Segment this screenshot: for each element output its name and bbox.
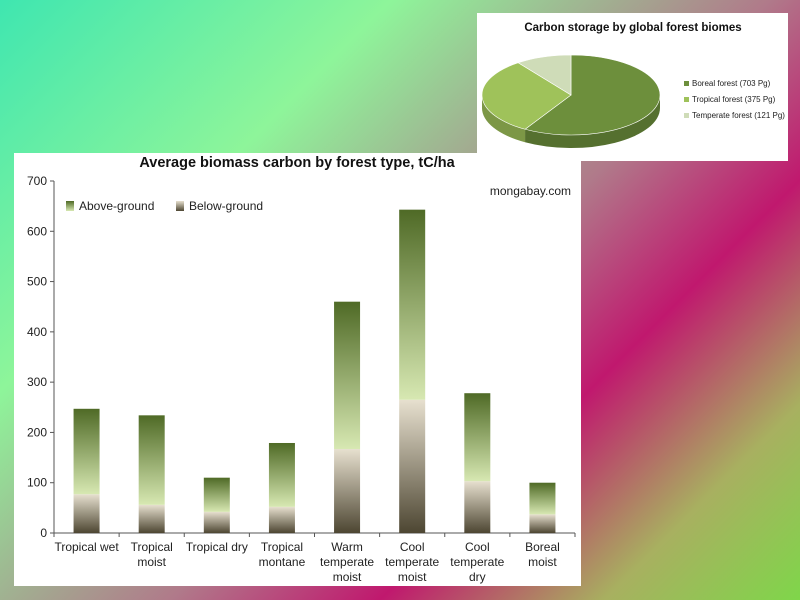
- legend-swatch: [66, 201, 74, 211]
- bar-chart-axes: 0 100 200 300 400 500 600 700: [27, 174, 576, 540]
- pie-legend-swatch: [684, 113, 689, 118]
- bar-below-ground: [529, 514, 556, 533]
- y-tick-label: 0: [40, 526, 47, 540]
- bar-chart-panel: Average biomass carbon by forest type, t…: [14, 153, 581, 586]
- category-label: Tropical dry: [186, 540, 248, 554]
- pie-slice: [517, 54, 572, 96]
- legend-label: Above-ground: [79, 199, 154, 213]
- y-tick-label: 500: [27, 275, 47, 289]
- category-label: Tropical wet: [54, 540, 119, 554]
- bar-above-ground: [268, 442, 295, 507]
- bar-below-ground: [334, 449, 361, 533]
- bar-chart-title: Average biomass carbon by forest type, t…: [139, 155, 455, 171]
- bar-below-ground: [399, 399, 426, 533]
- category-label: Boreal moist: [525, 540, 560, 569]
- pie-slice-side: [482, 95, 526, 143]
- category-label: Tropical moist: [131, 540, 173, 569]
- pie-chart: Carbon storage by global forest biomes B…: [481, 22, 785, 148]
- y-tick-label: 300: [27, 375, 47, 389]
- pie-legend-label: Boreal forest (703 Pg): [692, 79, 771, 88]
- pie-slice: [481, 62, 572, 130]
- y-tick-label: 200: [27, 425, 47, 439]
- legend-swatch: [176, 201, 184, 211]
- pie-chart-panel: Carbon storage by global forest biomes B…: [477, 13, 788, 161]
- bar-below-ground: [73, 494, 100, 533]
- category-label: Cool temperate moist: [385, 540, 439, 584]
- pie-chart-title: Carbon storage by global forest biomes: [524, 22, 741, 34]
- pie-legend-label: Tropical forest (375 Pg): [692, 95, 776, 104]
- pie-chart-legend: Boreal forest (703 Pg) Tropical forest (3…: [684, 79, 785, 120]
- legend-label: Below-ground: [189, 199, 263, 213]
- bar-chart: Average biomass carbon by forest type, t…: [27, 155, 576, 584]
- bar-below-ground: [464, 481, 491, 533]
- pie-chart-body: [481, 54, 661, 148]
- bar-chart-legend: Above-ground Below-ground: [66, 199, 263, 213]
- y-tick-label: 100: [27, 476, 47, 490]
- y-tick-label: 700: [27, 174, 47, 188]
- bar-above-ground: [464, 393, 491, 482]
- bar-chart-bars: [73, 209, 556, 533]
- bar-above-ground: [138, 415, 165, 505]
- bar-above-ground: [203, 477, 230, 512]
- pie-legend-label: Temperate forest (121 Pg): [692, 111, 785, 120]
- bar-chart-category-labels: Tropical wet Tropical moist Tropical dry Tro…: [54, 540, 559, 584]
- bar-below-ground: [203, 511, 230, 533]
- bar-above-ground: [73, 408, 100, 495]
- bar-below-ground: [268, 506, 295, 533]
- bar-above-ground: [529, 482, 556, 515]
- y-tick-label: 400: [27, 325, 47, 339]
- category-label: Tropical montane: [259, 540, 306, 569]
- pie-legend-swatch: [684, 97, 689, 102]
- bar-above-ground: [399, 209, 426, 400]
- category-label: Cool temperate dry: [450, 540, 504, 584]
- y-tick-label: 600: [27, 224, 47, 238]
- bar-chart-annotation: mongabay.com: [490, 184, 571, 198]
- bar-below-ground: [138, 504, 165, 533]
- pie-slice: [524, 54, 661, 136]
- category-label: Warm temperate moist: [320, 540, 374, 584]
- bar-above-ground: [334, 301, 361, 450]
- pie-legend-swatch: [684, 81, 689, 86]
